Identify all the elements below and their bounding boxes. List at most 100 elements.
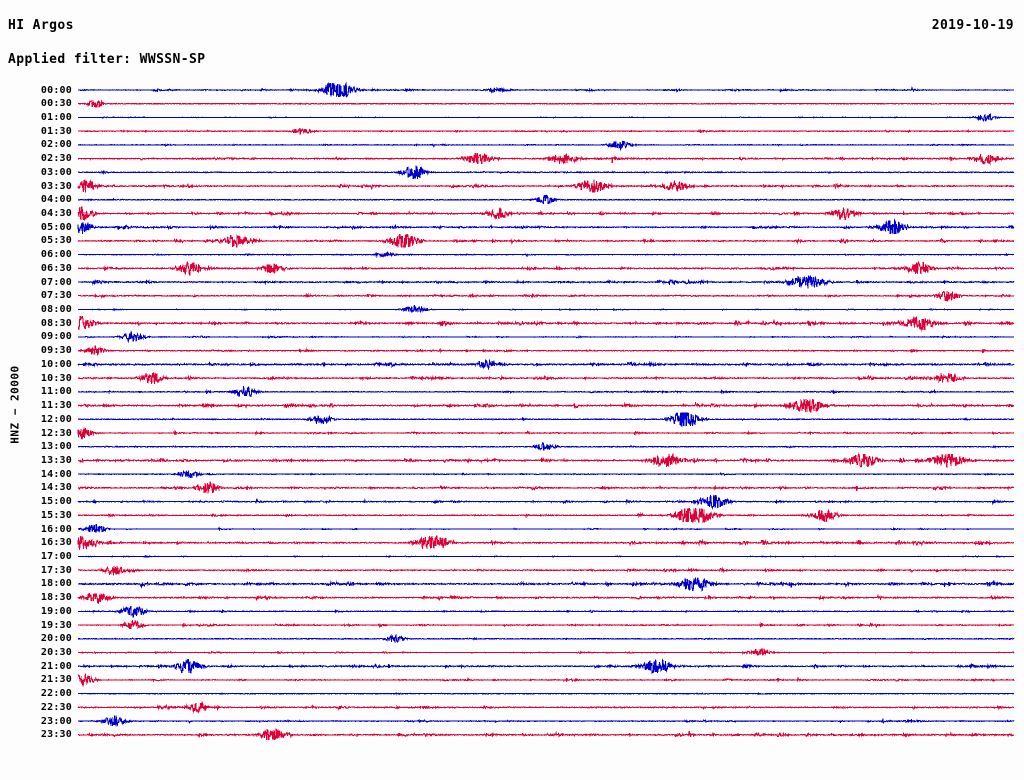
time-tick-label: 17:30 [40,564,72,576]
time-tick-label: 20:00 [40,633,72,645]
seismic-trace-row [77,194,1015,205]
time-tick-label: 07:30 [40,290,72,302]
time-tick-label: 22:30 [40,701,72,713]
seismic-trace-row [77,605,1015,618]
time-tick-label: 00:30 [40,98,72,110]
time-tick-label: 14:30 [40,482,72,494]
seismic-trace-row [77,673,1015,687]
seismic-trace-row [77,728,1015,741]
time-tick-label: 04:30 [40,207,72,219]
time-tick-label: 05:30 [40,235,72,247]
time-tick-label: 23:30 [40,729,72,741]
time-tick-label: 12:00 [40,413,72,425]
seismic-trace-row [77,233,1015,248]
seismic-trace-row [77,494,1015,510]
seismic-trace-row [77,577,1015,593]
seismic-trace-row [77,371,1015,385]
time-tick-label: 09:30 [40,345,72,357]
time-tick-label: 16:30 [40,537,72,549]
time-tick-label: 12:30 [40,427,72,439]
time-tick-label: 08:00 [40,304,72,316]
time-tick-label: 16:00 [40,523,72,535]
time-tick-label: 13:30 [40,454,72,466]
time-tick-label: 21:30 [40,674,72,686]
seismic-trace-row [77,658,1015,675]
time-tick-label: 03:00 [40,166,72,178]
seismic-trace-row [77,345,1015,357]
seismic-trace-row [77,398,1015,413]
time-tick-label: 01:00 [40,111,72,123]
time-tick-label: 00:00 [40,84,72,96]
time-tick-label: 23:00 [40,715,72,727]
time-tick-label: 10:30 [40,372,72,384]
time-tick-label: 02:00 [40,139,72,151]
time-tick-label: 15:00 [40,496,72,508]
time-tick-label: 22:00 [40,688,72,700]
time-tick-label: 20:30 [40,647,72,659]
seismic-trace-row [77,647,1015,656]
seismic-trace-row [77,633,1015,644]
seismic-trace-row [77,469,1015,479]
time-tick-label: 01:30 [40,125,72,137]
seismic-trace-row [77,359,1015,371]
time-tick-label: 14:00 [40,468,72,480]
seismic-trace-row [77,452,1015,469]
time-tick-label: 06:30 [40,262,72,274]
seismic-trace-row [77,554,1015,559]
seismic-trace-row [77,441,1015,451]
time-tick-label: 04:00 [40,194,72,206]
seismic-trace-row [77,251,1015,259]
time-tick-label: 11:30 [40,400,72,412]
seismic-trace-row [77,152,1015,165]
time-tick-label: 08:30 [40,317,72,329]
seismic-trace-row [77,412,1015,427]
seismic-trace-row [77,127,1015,135]
seismic-trace-row [77,507,1015,524]
seismic-trace-row [77,481,1015,494]
time-tick-label: 05:00 [40,221,72,233]
seismic-trace-row [77,619,1015,630]
time-tick-label: 03:30 [40,180,72,192]
time-tick-label: 07:00 [40,276,72,288]
time-tick-label: 02:30 [40,153,72,165]
seismic-trace-row [77,261,1015,276]
seismic-trace-row [77,386,1015,398]
seismic-trace-row [77,112,1015,123]
time-tick-label: 09:00 [40,331,72,343]
time-tick-label: 11:00 [40,386,72,398]
seismic-trace-row [77,291,1015,302]
time-tick-label: 18:30 [40,592,72,604]
time-tick-label: 10:00 [40,358,72,370]
seismic-trace-row [77,275,1015,289]
seismic-trace-row [77,179,1015,193]
time-tick-label: 06:00 [40,249,72,261]
time-tick-label: 19:00 [40,605,72,617]
time-tick-label: 17:00 [40,550,72,562]
time-tick-label: 21:00 [40,660,72,672]
seismic-trace-row [77,331,1015,344]
seismic-trace-row [77,565,1015,576]
seismic-trace-row [77,524,1015,534]
time-tick-label: 13:00 [40,441,72,453]
record-date: 2019-10-19 [931,18,1014,33]
seismic-trace-row [77,315,1015,332]
applied-filter-label: Applied filter: WWSSN-SP [8,52,206,67]
seismic-trace-row [77,206,1015,222]
seismic-trace-row [77,692,1015,696]
seismic-trace-row [77,535,1015,551]
seismic-trace-row [77,99,1015,108]
time-tick-label: 15:30 [40,509,72,521]
page-title: HI Argos [8,18,74,33]
seismic-trace-row [77,81,1015,98]
seismic-trace-row [77,304,1015,314]
seismic-trace-row [77,140,1015,151]
seismic-trace-row [77,218,1015,234]
seismic-trace-row [77,700,1015,714]
seismic-trace-row [77,427,1015,440]
time-tick-label: 19:30 [40,619,72,631]
seismic-trace-row [77,165,1015,179]
seismic-trace-row [77,592,1015,605]
time-tick-label: 18:00 [40,578,72,590]
seismic-trace-row [77,715,1015,727]
